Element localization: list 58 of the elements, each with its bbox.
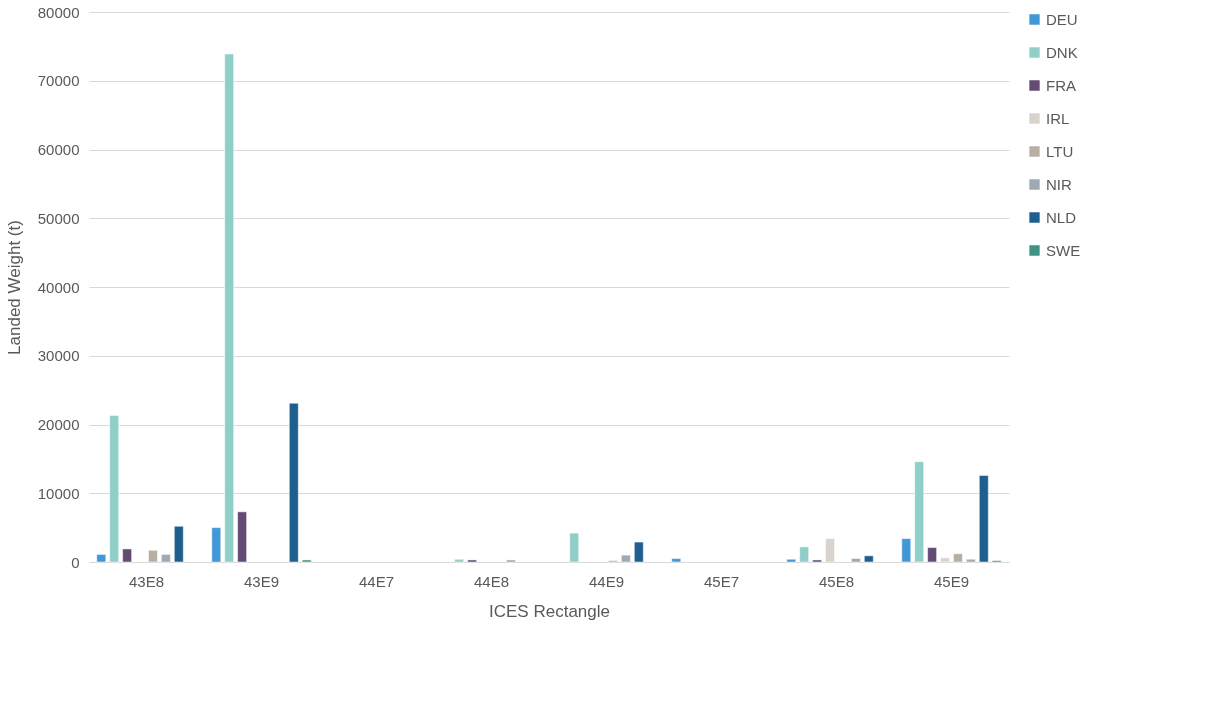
bar (799, 546, 809, 563)
bar (621, 554, 631, 563)
bar (467, 559, 477, 563)
bar (122, 548, 132, 563)
bar (289, 402, 299, 563)
y-axis-title: Landed Weight (t) (4, 220, 24, 355)
bar (851, 558, 861, 563)
x-tick-label: 45E9 (933, 572, 970, 590)
bar (161, 554, 171, 563)
y-tick-label: 60000 (37, 141, 80, 158)
bar (174, 526, 184, 563)
y-tick-label: 50000 (37, 209, 80, 227)
bar (979, 475, 989, 563)
bar (671, 558, 682, 563)
x-tick-label: 43E9 (243, 572, 280, 590)
bar (825, 538, 835, 563)
bar (634, 541, 644, 563)
y-tick-label: 70000 (37, 72, 80, 90)
bar (211, 527, 222, 563)
y-tick-label: 80000 (37, 3, 80, 21)
y-tick-label: 10000 (37, 484, 80, 502)
y-tick-label: 30000 (37, 347, 80, 365)
legend-label: IRL (1046, 109, 1070, 127)
bar (224, 53, 234, 563)
bar (940, 557, 950, 563)
y-tick-label: 40000 (37, 278, 80, 296)
legend-label: NIR (1046, 175, 1072, 193)
legend-label: FRA (1046, 76, 1076, 94)
x-tick-label: 43E8 (128, 572, 165, 590)
bar (301, 559, 312, 563)
bar (148, 550, 158, 563)
x-tick-label: 44E9 (588, 572, 625, 590)
y-tick-label: 0 (71, 553, 80, 571)
bar (953, 553, 963, 563)
bar (569, 532, 579, 563)
x-tick-label: 45E7 (703, 572, 740, 590)
bar (454, 559, 464, 563)
bar (966, 559, 976, 563)
bar (864, 555, 874, 563)
legend-label: SWE (1046, 241, 1081, 259)
legend-label: NLD (1046, 208, 1077, 226)
bar (237, 511, 247, 563)
bar (109, 415, 119, 563)
bar (812, 559, 822, 563)
x-tick-label: 44E7 (358, 572, 395, 590)
bar (786, 559, 797, 563)
legend-label: DNK (1046, 43, 1078, 61)
bar (927, 547, 937, 563)
x-tick-label: 45E8 (818, 572, 855, 590)
bar (914, 461, 924, 563)
y-tick-label: 20000 (37, 416, 80, 433)
legend-label: LTU (1046, 142, 1074, 160)
x-axis-title: ICES Rectangle (489, 601, 610, 621)
x-tick-label: 44E8 (473, 572, 510, 590)
bar (506, 559, 516, 563)
legend-label: DEU (1046, 10, 1078, 28)
bar (901, 538, 912, 563)
bar (96, 554, 107, 563)
